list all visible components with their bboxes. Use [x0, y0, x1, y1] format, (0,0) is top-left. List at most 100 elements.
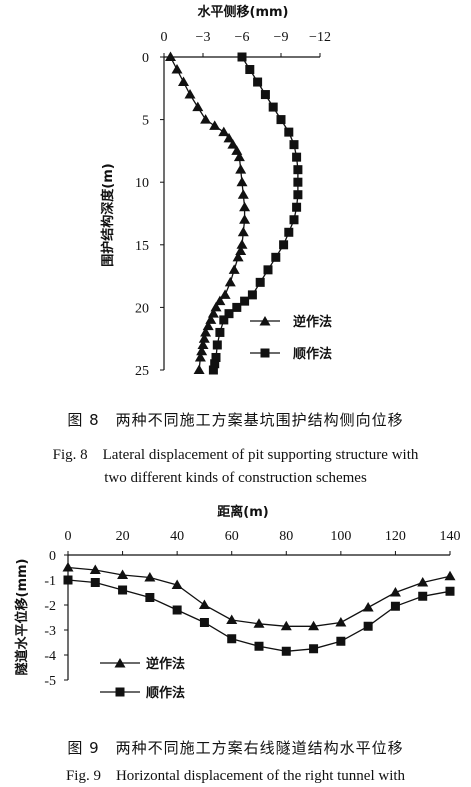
- chart2-series-2-point: [90, 578, 100, 587]
- chart2-series-1-point: [335, 617, 347, 627]
- chart1-series-1-point: [178, 76, 189, 87]
- chart1-y-tick-label: 0: [142, 51, 149, 66]
- chart2-series-2-point: [63, 575, 73, 585]
- chart1-series-1-point: [239, 214, 251, 224]
- chart2-series-1-point: [62, 562, 74, 572]
- chart1-series-1-point: [236, 176, 248, 187]
- chart2-series-2-point: [145, 593, 155, 602]
- chart1-series-1-point: [165, 51, 176, 61]
- chart1-series-1-point: [218, 126, 230, 137]
- chart2-legend-marker-1: [114, 658, 126, 668]
- chart2-series-1-point: [144, 572, 156, 582]
- chart1-legend-label-1: 逆作法: [293, 314, 332, 330]
- chart1-series-1-point: [236, 239, 248, 249]
- chart2-series-1-point: [117, 569, 129, 579]
- chart2-y-tick-label: 0: [49, 549, 56, 564]
- chart2-series-2-point: [390, 601, 400, 611]
- chart1-y-axis-title: 围护结构深度(m): [100, 163, 116, 266]
- chart1-series-1-point: [235, 164, 247, 174]
- chart2-y-tick-label: -2: [44, 599, 56, 614]
- fig8-caption-cn: 图 8 两种不同施工方案基坑围护结构侧向位移: [67, 411, 404, 429]
- chart1-series-2-point: [292, 152, 302, 162]
- chart1-series-1-point: [171, 64, 183, 74]
- chart1-legend-marker-2: [260, 348, 270, 358]
- chart1-series-1-point: [196, 345, 208, 356]
- chart2-legend-label-1: 逆作法: [146, 656, 185, 672]
- chart2-series-1-point: [280, 620, 292, 631]
- chart2-series-2-point: [418, 591, 428, 601]
- chart2-series-2-point: [445, 586, 455, 596]
- chart2-y-tick-label: -1: [44, 574, 56, 589]
- chart1-series-2-point: [289, 140, 299, 150]
- chart1-series-2-point: [210, 359, 220, 369]
- chart2-series-1-point: [362, 602, 374, 612]
- chart1-y-tick-label: 5: [142, 114, 149, 129]
- chart2-series-1-point: [444, 570, 456, 581]
- chart1-y-tick-label: 10: [135, 176, 149, 191]
- chart1-series-1-point: [197, 339, 209, 349]
- chart1-series-2-point: [219, 315, 229, 325]
- chart1-y-tick-label: 25: [135, 364, 149, 379]
- chart1-series-2-point: [240, 296, 250, 306]
- chart2-legend: 逆作法 顺作法: [100, 656, 185, 701]
- chart2-series-2-point: [118, 585, 128, 595]
- chart2-series-2-point: [281, 646, 291, 656]
- chart1-series-2-point: [284, 127, 294, 137]
- chart1-series-1-point: [223, 132, 235, 143]
- chart1-series-1-point: [192, 101, 204, 112]
- chart1-series-2-point: [263, 265, 273, 275]
- chart2-x-tick-label: 20: [116, 529, 130, 544]
- chart1-series-1-point: [209, 120, 221, 130]
- chart1-y-tick-label: 20: [135, 301, 149, 316]
- chart1-series-2-point: [247, 290, 257, 300]
- chart1-series-2-point: [232, 302, 242, 312]
- chart2-y-axis-title: 隧道水平位移(mm): [14, 559, 30, 676]
- chart1-series-2-point: [208, 365, 218, 375]
- chart2-series-2-point: [254, 641, 264, 651]
- chart2-series-1-point: [253, 618, 265, 628]
- chart1-y-tick-label: 15: [135, 239, 149, 254]
- chart2-series-1-point: [89, 564, 101, 574]
- fig8-caption-en-line1: Fig. 8 Lateral displacement of pit suppo…: [52, 447, 419, 463]
- chart1-x-tick-label: −9: [274, 30, 289, 45]
- chart1-series-2-point: [293, 177, 303, 187]
- chart2-x-tick-label: 40: [170, 529, 184, 544]
- chart2-legend-label-2: 顺作法: [146, 685, 185, 701]
- chart1-series-1-point: [198, 333, 210, 343]
- chart2-x-axis-title: 距离(m): [217, 504, 268, 520]
- chart1-legend-marker-1: [259, 316, 271, 326]
- chart1-series-1-point: [224, 276, 236, 287]
- chart2-x-tick-label: 120: [385, 529, 406, 544]
- chart1-series-1-point: [200, 326, 212, 337]
- chart1-series-2-point: [289, 215, 299, 225]
- chart2-series-1-point: [198, 599, 210, 609]
- chart2-x-tick-label: 140: [440, 529, 461, 544]
- chart2-series-1-point: [171, 579, 183, 589]
- chart1-series-1-point: [214, 295, 226, 306]
- chart1-series-1-point: [200, 114, 212, 124]
- chart2-series-2-point: [336, 636, 346, 646]
- chart1-x-axis-title: 水平侧移(mm): [198, 4, 289, 20]
- chart1-series-2-point: [211, 352, 221, 362]
- chart1-series-1-point: [233, 151, 245, 162]
- chart1-series-1-point: [237, 189, 249, 199]
- chart1-series-1-point: [184, 89, 196, 99]
- chart1-series-2-point: [255, 277, 265, 287]
- chart1-x-tick-label: −6: [235, 30, 250, 45]
- chart1-series-1-point: [194, 351, 206, 362]
- chart2-series-2-point: [227, 634, 237, 644]
- chart1-series-1-point: [239, 201, 251, 212]
- chart2-y-tick-label: -5: [44, 674, 56, 689]
- chart2-y-tick-label: -3: [44, 624, 56, 639]
- chart1-series-2-point: [279, 240, 289, 250]
- chart2-series-1-point: [389, 587, 401, 597]
- chart1-series-2-point: [253, 77, 263, 87]
- chart1-series-2-point: [260, 90, 270, 100]
- chart1-series-2-point: [292, 202, 302, 212]
- chart2-x-tick-label: 0: [65, 529, 72, 544]
- chart1-series-2-point: [212, 340, 222, 350]
- chart1-series-1-point: [219, 289, 231, 299]
- fig9-caption-en-line1: Fig. 9 Horizontal displacement of the ri…: [65, 768, 406, 784]
- chart1-series-1-point: [228, 264, 240, 274]
- fig8-caption-en-line2: two different kinds of construction sche…: [104, 470, 367, 486]
